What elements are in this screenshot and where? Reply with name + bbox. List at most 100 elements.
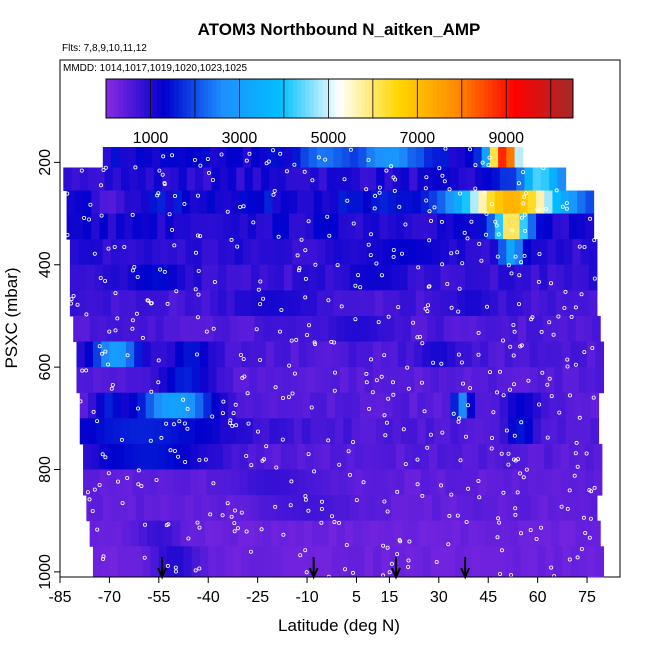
observation-point	[567, 557, 572, 562]
heatmap-cell	[420, 213, 430, 240]
heatmap-cell	[470, 213, 479, 240]
heatmap-cell	[91, 469, 101, 496]
observation-point	[521, 201, 526, 206]
heatmap-cell	[540, 167, 550, 192]
heatmap-cell	[524, 418, 534, 445]
heatmap-cell	[338, 469, 348, 496]
heatmap-cell	[592, 520, 601, 547]
heatmap-cell	[315, 341, 325, 368]
heatmap-cell	[580, 264, 590, 291]
colorbar-swatch	[390, 79, 396, 118]
heatmap-cell	[262, 520, 272, 547]
heatmap-cell	[117, 367, 127, 394]
heatmap-cell	[343, 167, 353, 192]
heatmap-cell	[287, 520, 297, 547]
heatmap-cell	[578, 341, 588, 368]
observation-point	[212, 279, 217, 284]
heatmap-cell	[461, 213, 471, 240]
colorbar-swatch	[488, 79, 493, 118]
heatmap-cell	[440, 239, 450, 266]
colorbar-swatch	[564, 79, 570, 118]
observation-point	[115, 316, 120, 321]
heatmap-cell	[501, 520, 511, 547]
observation-point	[98, 275, 103, 280]
heatmap-cell	[111, 290, 120, 317]
heatmap-cell	[92, 341, 102, 368]
observation-point	[354, 498, 359, 503]
x-tick-label: -85	[48, 589, 71, 606]
observation-point	[511, 353, 516, 358]
heatmap-cell	[570, 367, 580, 394]
heatmap-cell	[190, 213, 199, 240]
heatmap-cell	[292, 147, 301, 168]
heatmap-cell	[111, 264, 120, 291]
observation-point	[195, 233, 200, 238]
observation-point	[582, 244, 587, 249]
heatmap-cell	[471, 367, 481, 394]
heatmap-cell	[404, 443, 413, 470]
heatmap-cell	[302, 418, 311, 445]
heatmap-cell	[476, 520, 486, 547]
observation-point	[385, 509, 390, 514]
heatmap-cell	[405, 367, 415, 394]
heatmap-cell	[461, 443, 471, 470]
heatmap-cell	[463, 546, 473, 578]
heatmap-cell	[338, 213, 348, 240]
heatmap-cell	[265, 367, 275, 394]
heatmap-cell	[483, 418, 493, 445]
observation-point	[136, 482, 141, 487]
heatmap-cell	[417, 167, 427, 192]
observation-point	[588, 216, 593, 221]
heatmap-cell	[458, 418, 468, 445]
heatmap-cell	[198, 469, 208, 496]
heatmap-cell	[519, 213, 529, 240]
observation-point	[366, 157, 371, 162]
observation-point	[374, 261, 379, 266]
heatmap-cell	[137, 392, 147, 419]
observation-point	[342, 567, 347, 572]
observation-point	[489, 446, 494, 451]
colorbar-swatch	[466, 79, 472, 118]
observation-point	[110, 382, 115, 387]
heatmap-cell	[104, 418, 114, 445]
heatmap-cell	[447, 341, 456, 368]
heatmap-cell	[377, 520, 387, 547]
observation-point	[87, 217, 92, 222]
observation-point	[517, 273, 522, 278]
colorbar-swatch	[309, 79, 315, 118]
observation-point	[522, 194, 527, 199]
heatmap-cell	[158, 546, 168, 578]
heatmap-cell	[114, 520, 124, 547]
heatmap-cell	[102, 147, 112, 168]
heatmap-cell	[387, 469, 397, 496]
heatmap-cell	[481, 290, 491, 317]
heatmap-cell	[521, 367, 530, 394]
observation-point	[382, 499, 387, 504]
heatmap-cell	[452, 520, 461, 547]
heatmap-cell	[465, 495, 474, 522]
heatmap-cell	[448, 264, 458, 291]
heatmap-cell	[302, 167, 311, 192]
heatmap-cell	[374, 290, 384, 317]
heatmap-cell	[104, 392, 114, 419]
observation-point	[487, 370, 492, 375]
heatmap-cell	[489, 290, 499, 317]
heatmap-cell	[325, 495, 334, 522]
observation-point	[579, 292, 584, 297]
observation-point	[519, 343, 524, 348]
heatmap-cell	[340, 546, 349, 578]
observation-point	[422, 409, 427, 414]
observation-point	[280, 437, 285, 442]
observation-point	[418, 334, 423, 339]
heatmap-cell	[257, 341, 267, 368]
heatmap-cell	[284, 290, 293, 317]
heatmap-cell	[288, 190, 298, 215]
observation-point	[299, 237, 304, 242]
heatmap-cell	[285, 418, 295, 445]
heatmap-cell	[89, 520, 99, 547]
heatmap-cell	[160, 239, 170, 266]
heatmap-cell	[190, 469, 199, 496]
heatmap-cell	[494, 190, 504, 215]
heatmap-cell	[237, 315, 247, 343]
heatmap-cell	[587, 367, 596, 394]
